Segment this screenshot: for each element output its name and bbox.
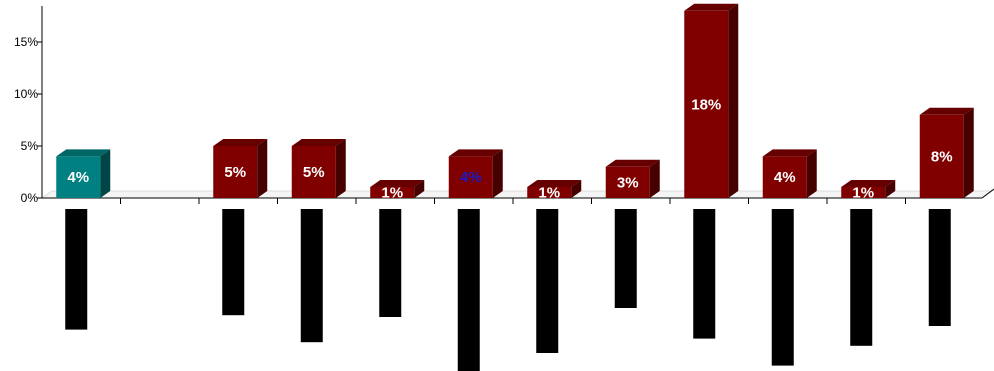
- data-label: 1%: [538, 185, 560, 202]
- bar: [291, 146, 336, 198]
- bar-top: [370, 180, 425, 187]
- bar-side: [492, 149, 503, 198]
- bar-side: [728, 3, 739, 198]
- data-label: 18%: [691, 96, 721, 113]
- bar: [370, 187, 415, 198]
- bar-side: [571, 180, 582, 198]
- bar-side: [963, 107, 974, 198]
- bar: [527, 187, 572, 198]
- secondary-bar: [457, 209, 480, 371]
- secondary-bar: [850, 209, 873, 346]
- axis-layer: 0% 5% 10% 15%: [14, 6, 994, 205]
- bar: [213, 146, 258, 198]
- bar-top: [527, 180, 582, 187]
- y-tick-label: 0%: [21, 191, 39, 205]
- bars: [56, 3, 974, 198]
- bar-side: [414, 180, 425, 198]
- bar: [684, 10, 729, 198]
- data-label: 4%: [460, 169, 482, 186]
- bar-top: [448, 149, 503, 157]
- data-label: 1%: [381, 185, 403, 202]
- bar-top: [291, 139, 346, 146]
- secondary-bar: [614, 209, 637, 308]
- y-tick-label: 5%: [21, 139, 39, 153]
- data-label: 5%: [224, 164, 246, 181]
- bar-side: [100, 149, 111, 198]
- secondary-bar: [928, 209, 951, 326]
- bar: [448, 156, 493, 198]
- secondary-bars: [65, 209, 951, 371]
- bar-side: [257, 139, 268, 198]
- data-labels: 4% 5% 5% 1% 4% 1% 3% 18% 4% 1% 8%: [67, 96, 952, 201]
- bar: [56, 156, 101, 198]
- bar-top: [56, 149, 111, 157]
- secondary-bar: [300, 209, 323, 343]
- data-label: 4%: [774, 169, 796, 186]
- secondary-bar: [771, 209, 794, 366]
- data-label: 1%: [852, 185, 874, 202]
- x-axis-end: [981, 188, 994, 199]
- y-tick-label: 10%: [14, 87, 38, 101]
- bar: [605, 166, 650, 198]
- bar-side: [649, 159, 660, 198]
- bar-top: [605, 159, 660, 167]
- bar-side: [806, 149, 817, 198]
- bar-top: [841, 180, 896, 187]
- data-label: 3%: [617, 174, 639, 191]
- secondary-bar: [693, 209, 716, 339]
- bar: [841, 187, 886, 198]
- data-label: 8%: [931, 148, 953, 165]
- secondary-bar: [536, 209, 559, 353]
- data-label: 5%: [303, 164, 325, 181]
- bar-top: [684, 3, 739, 11]
- y-tick-label: 15%: [14, 35, 38, 49]
- secondary-bar: [379, 209, 402, 317]
- bar-top: [213, 139, 268, 146]
- data-label: 4%: [67, 169, 89, 186]
- bar-side: [335, 139, 346, 198]
- bar-top: [762, 149, 817, 157]
- bar-side: [885, 180, 896, 198]
- bar: [919, 114, 964, 198]
- bar: [762, 156, 807, 198]
- secondary-bar: [65, 209, 88, 330]
- bar-top: [919, 107, 974, 115]
- secondary-bar: [222, 209, 245, 316]
